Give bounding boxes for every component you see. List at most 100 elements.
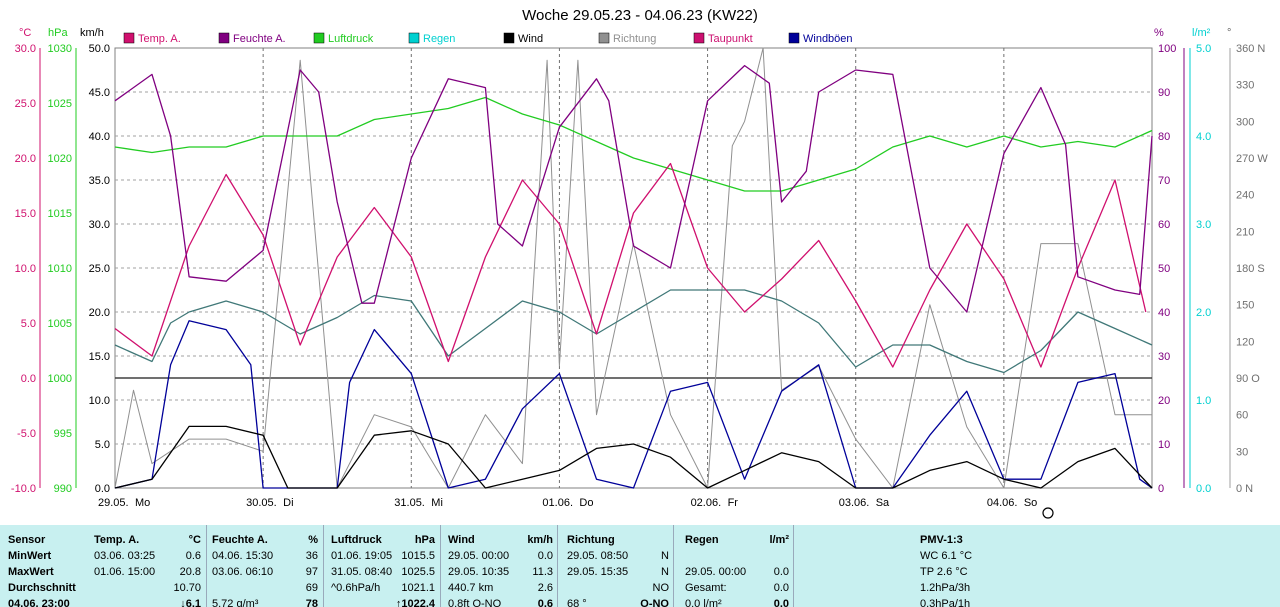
stats-header-cell: Richtung	[567, 534, 615, 546]
stats-column-separator	[323, 525, 324, 607]
chart-title: Woche 29.05.23 - 04.06.23 (KW22)	[522, 7, 758, 24]
direction-tick-label: 90 O	[1236, 373, 1260, 385]
pressure-tick-label: 1000	[48, 373, 72, 385]
legend-swatch	[788, 32, 800, 44]
stats-cell: 0.0	[537, 550, 553, 562]
stats-cell: ↓6.1	[180, 598, 201, 607]
temp-tick-label: 25.0	[15, 98, 36, 110]
series-line-feuchte-a-	[114, 64, 1153, 313]
weather-chart: Woche 29.05.23 - 04.06.23 (KW22) °C hPa …	[10, 7, 1269, 519]
stats-header-cell: PMV-1:3	[920, 534, 963, 546]
x-weekday-label: Sa	[876, 497, 890, 509]
wind-unit-label: km/h	[80, 27, 104, 39]
x-date-label: 30.05.	[246, 497, 277, 509]
x-weekday-label: So	[1024, 497, 1037, 509]
stats-cell: 29.05. 15:35	[567, 566, 629, 578]
pressure-tick-label: 990	[54, 483, 72, 495]
stats-header-cell: Temp. A.	[94, 534, 140, 546]
x-weekday-label: Mo	[135, 497, 150, 509]
series-line-wind	[114, 425, 1153, 489]
temp-tick-label: 30.0	[15, 43, 36, 55]
stats-header-cell: Feuchte A.	[212, 534, 268, 546]
wind-tick-label: 25.0	[89, 263, 110, 275]
stats-cell: 36	[305, 550, 318, 562]
stats-column-separator	[673, 525, 674, 607]
humidity-tick-label: 80	[1158, 131, 1170, 143]
stats-cell: 29.05. 00:00	[685, 566, 747, 578]
pressure-tick-label: 1020	[48, 153, 72, 165]
temp-tick-label: 15.0	[15, 208, 36, 220]
stats-cell: N	[661, 566, 669, 578]
direction-tick-label: 30	[1236, 446, 1248, 458]
direction-tick-label: 210	[1236, 226, 1254, 238]
stats-cell: 0.8ft O-NO	[448, 598, 502, 607]
direction-tick-label: 270 W	[1236, 153, 1268, 165]
pressure-tick-label: 1030	[48, 43, 72, 55]
wind-tick-label: 0.0	[95, 483, 110, 495]
stats-cell: 0.0	[773, 598, 789, 607]
temp-tick-label: 20.0	[15, 153, 36, 165]
pressure-tick-label: 1010	[48, 263, 72, 275]
stats-column-separator	[440, 525, 441, 607]
rain-tick-label: 1.0	[1196, 395, 1211, 407]
stats-cell: NO	[652, 582, 670, 594]
humidity-tick-label: 70	[1158, 175, 1170, 187]
legend-label: Regen	[423, 33, 455, 45]
stats-cell: MaxWert	[8, 566, 54, 578]
stats-cell: 01.06. 19:05	[331, 550, 393, 562]
humidity-tick-label: 0	[1158, 483, 1164, 495]
humidity-tick-label: 90	[1158, 87, 1170, 99]
stats-cell: 20.8	[179, 566, 201, 578]
direction-tick-label: 330	[1236, 80, 1254, 92]
legend-swatch	[598, 32, 610, 44]
stats-cell: 0.6	[537, 598, 553, 607]
stats-cell: Gesamt:	[685, 582, 727, 594]
stats-cell: 2.6	[537, 582, 553, 594]
series-line-windböen	[114, 320, 1153, 489]
wind-tick-label: 5.0	[95, 439, 110, 451]
wind-tick-label: 40.0	[89, 131, 110, 143]
x-weekday-label: Fr	[728, 497, 739, 509]
temp-unit-label: °C	[19, 27, 31, 39]
x-date-label: 01.06.	[542, 497, 573, 509]
direction-tick-label: 240	[1236, 190, 1254, 202]
wind-tick-label: 50.0	[89, 43, 110, 55]
statistics-table: Sensor Temp. A. °C Feuchte A.% Luftdruck hPa W…	[0, 525, 1280, 607]
temp-tick-label: 5.0	[21, 318, 36, 330]
pressure-unit-label: hPa	[48, 27, 68, 39]
stats-cell: 1015.5	[401, 550, 435, 562]
humidity-tick-label: 100	[1158, 43, 1176, 55]
pressure-tick-label: 1025	[48, 98, 72, 110]
series-line-luftdruck	[114, 96, 1153, 192]
legend-swatch	[313, 32, 325, 44]
stats-header-cell: Sensor	[8, 534, 46, 546]
legend-label: Richtung	[613, 33, 656, 45]
humidity-tick-label: 10	[1158, 439, 1170, 451]
stats-cell: 03.06. 06:10	[212, 566, 274, 578]
moon-phase-icon	[1042, 507, 1054, 519]
direction-tick-label: 0 N	[1236, 483, 1253, 495]
stats-cell: ^0.6hPa/h	[331, 582, 381, 594]
x-date-label: 31.05.	[394, 497, 425, 509]
wind-tick-label: 30.0	[89, 219, 110, 231]
series-line-temp-a-	[114, 162, 1147, 368]
stats-header-cell: Wind	[448, 534, 475, 546]
legend-swatch	[503, 32, 515, 44]
direction-tick-label: 120	[1236, 336, 1254, 348]
stats-cell: 04.06. 15:30	[212, 550, 274, 562]
x-weekday-label: Mi	[431, 497, 443, 509]
humidity-tick-label: 50	[1158, 263, 1170, 275]
pressure-tick-label: 995	[54, 428, 72, 440]
temp-tick-label: -5.0	[17, 428, 36, 440]
legend-label: Temp. A.	[138, 33, 181, 45]
legend-label: Wind	[518, 33, 543, 45]
stats-header-cell: hPa	[414, 534, 435, 546]
stats-header-cell: Regen	[685, 534, 719, 546]
stats-cell: 0.0	[773, 566, 789, 578]
series-lines	[114, 47, 1153, 489]
stats-cell: 5.72 g/m³	[212, 598, 259, 607]
stats-cell: 29.05. 10:35	[448, 566, 510, 578]
stats-cell: 78	[305, 598, 318, 607]
legend-swatch	[693, 32, 705, 44]
axes: 30.025.020.015.010.05.00.0-5.0-10.010301…	[11, 43, 1268, 495]
